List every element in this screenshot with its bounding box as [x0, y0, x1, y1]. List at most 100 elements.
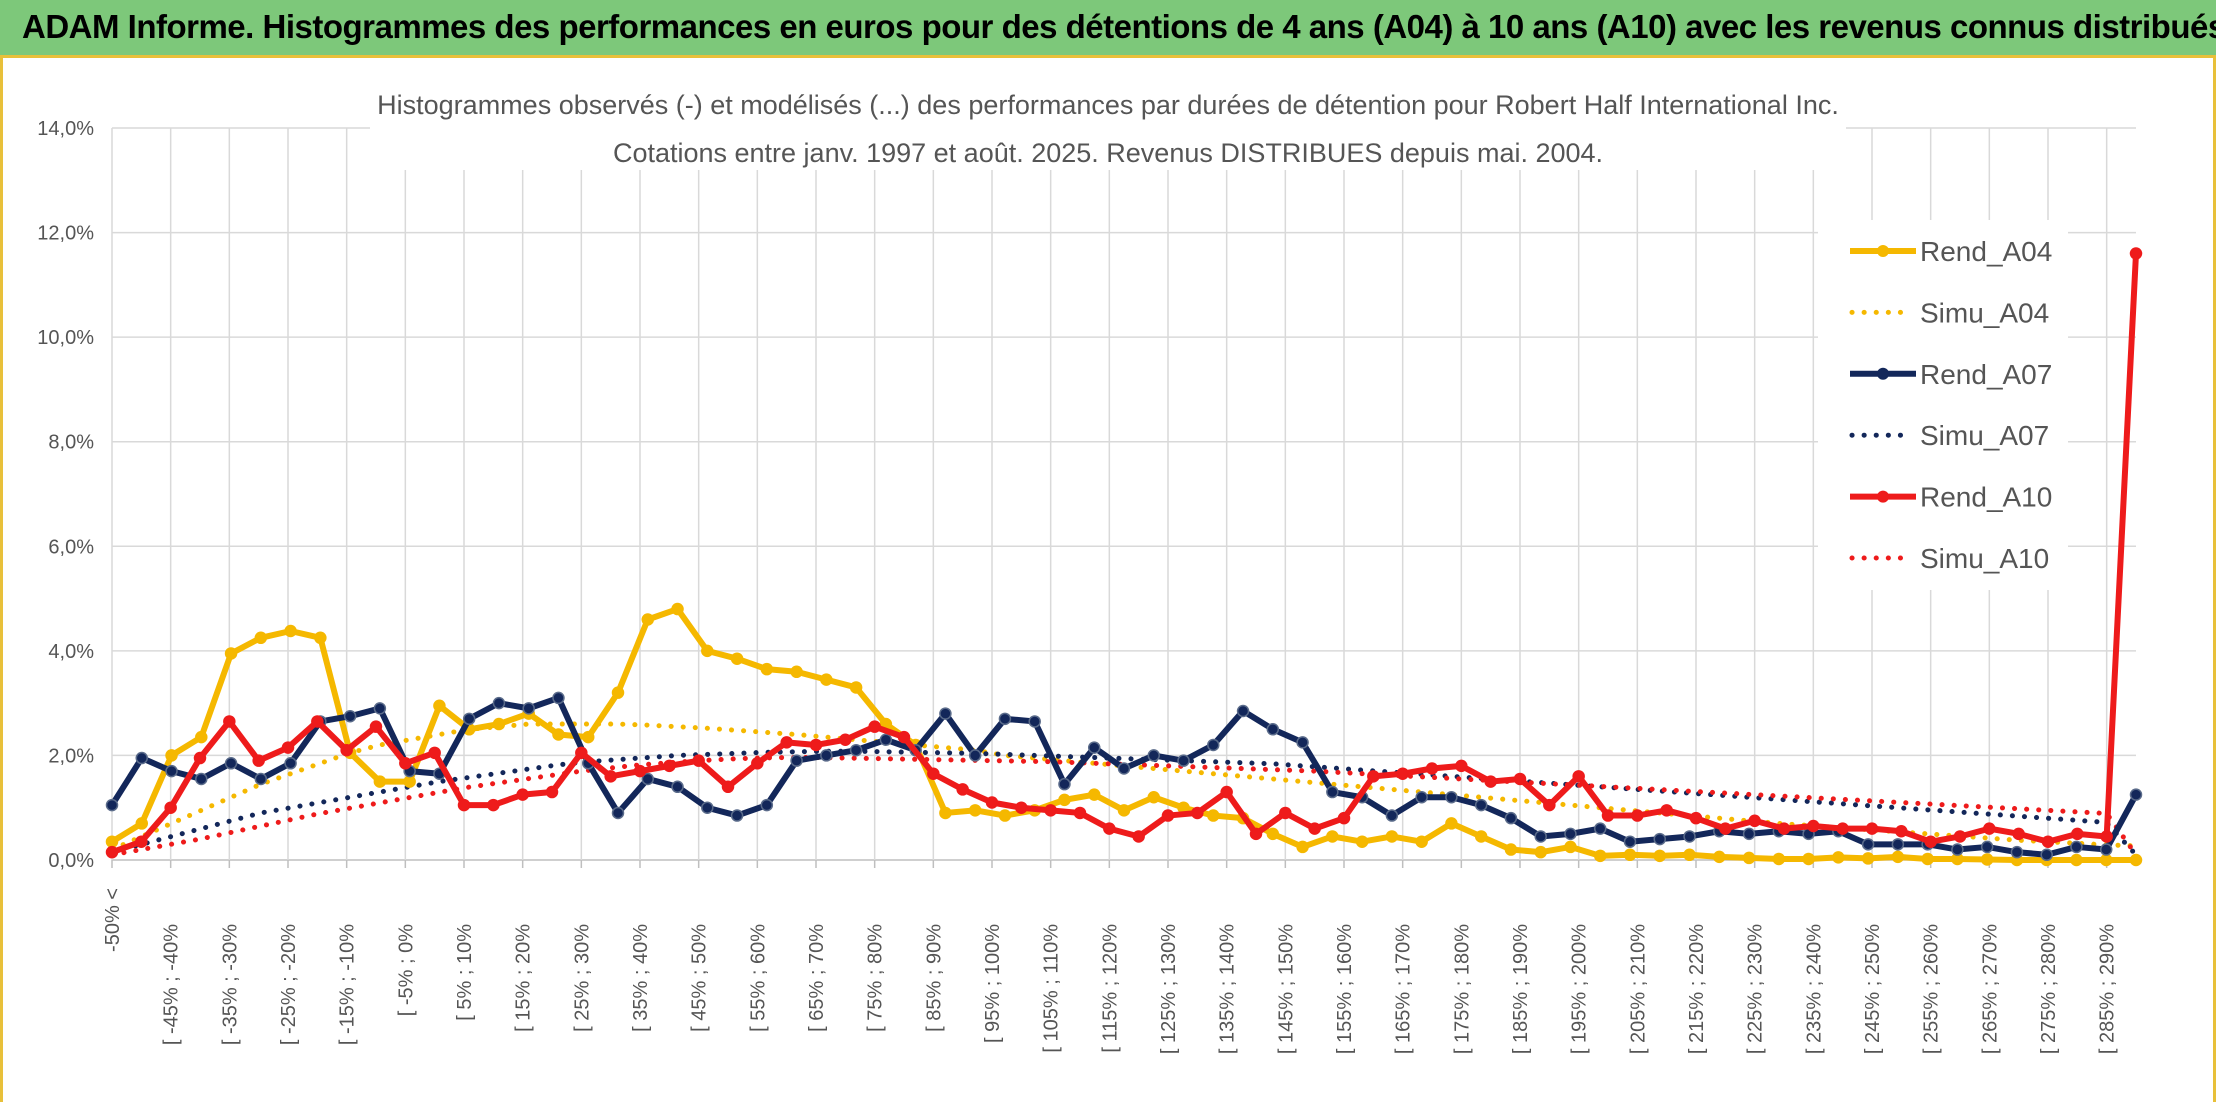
title-background [370, 84, 1846, 170]
legend-item: Simu_A10 [1849, 543, 2049, 574]
x-tick-label: [ -45% ; -40% [161, 924, 183, 1045]
data-point [2070, 853, 2083, 867]
data-point [165, 749, 178, 762]
data-point [692, 754, 705, 767]
data-point [939, 806, 952, 820]
legend-marker [1877, 367, 1889, 380]
data-point [1653, 832, 1667, 846]
data-point [751, 757, 764, 770]
data-point [545, 785, 559, 799]
data-point [1015, 801, 1028, 814]
x-tick-label: [ 95% ; 100% [982, 924, 1004, 1043]
data-point [820, 673, 833, 686]
data-point [105, 845, 119, 859]
data-point [1415, 791, 1428, 804]
x-tick-label: [ 235% ; 240% [1803, 924, 1825, 1054]
data-point [1147, 791, 1161, 804]
data-point [1534, 830, 1547, 843]
x-tick-label: [ 105% ; 110% [1041, 924, 1063, 1053]
data-point [2070, 840, 2083, 854]
data-point [839, 733, 852, 746]
x-tick-label: [ 65% ; 70% [806, 924, 828, 1032]
data-point [1103, 822, 1116, 835]
data-point [223, 715, 236, 728]
chart-series [105, 247, 2143, 867]
data-point [340, 743, 353, 757]
x-tick-label: [ 5% ; 10% [454, 924, 476, 1021]
x-tick-label: [ 265% ; 270% [1979, 924, 2001, 1054]
y-tick-label: 6,0% [48, 536, 94, 558]
x-tick-label: [ 205% ; 210% [1627, 924, 1649, 1054]
data-point [1087, 788, 1101, 801]
x-tick-label: [ 155% ; 160% [1334, 924, 1356, 1054]
x-tick-label: [ 245% ; 250% [1862, 924, 1884, 1054]
data-point [1564, 840, 1577, 854]
data-point [516, 788, 529, 801]
x-tick-label: [ -35% ; -30% [219, 924, 241, 1045]
x-tick-label: [ 135% ; 140% [1217, 924, 1239, 1054]
y-tick-label: 10,0% [37, 327, 94, 349]
data-point [1513, 772, 1527, 786]
data-point [760, 662, 774, 676]
data-point [809, 738, 823, 752]
data-point [1455, 759, 1468, 773]
data-point [135, 835, 148, 848]
y-tick-label: 12,0% [37, 223, 94, 245]
data-point [1385, 809, 1399, 822]
data-point [1631, 809, 1644, 822]
data-point [193, 751, 207, 765]
series-rend-a04 [105, 602, 2143, 867]
data-point [1980, 840, 1994, 854]
data-point [2129, 788, 2143, 801]
x-tick-label: [ 115% ; 120% [1099, 924, 1121, 1053]
y-tick-label: 8,0% [48, 432, 94, 454]
legend-label: Rend_A07 [1920, 359, 2052, 390]
data-point [1308, 822, 1321, 835]
data-point [428, 746, 441, 760]
legend-label: Simu_A07 [1920, 420, 2049, 451]
x-tick-label: [ 175% ; 180% [1451, 924, 1473, 1054]
data-point [2129, 247, 2143, 260]
data-point [633, 764, 647, 778]
data-point [998, 712, 1012, 726]
data-point [1028, 715, 1041, 728]
data-point [403, 775, 416, 788]
data-point [1445, 817, 1458, 830]
legend-label: Simu_A10 [1920, 543, 2049, 574]
data-point [1337, 811, 1351, 825]
data-point [2099, 853, 2113, 867]
data-point [135, 817, 149, 830]
data-point [2041, 835, 2055, 848]
data-point [611, 806, 625, 820]
data-point [1147, 749, 1161, 762]
data-point [492, 696, 506, 710]
data-point [254, 631, 268, 645]
data-point [1207, 738, 1220, 752]
data-point [1355, 835, 1369, 848]
legend-marker [1877, 490, 1889, 503]
data-point [1534, 845, 1547, 859]
data-point [868, 720, 881, 733]
data-point [314, 631, 327, 645]
data-point [369, 720, 383, 733]
data-point [195, 730, 208, 744]
data-point [1653, 849, 1667, 863]
data-point [1396, 767, 1409, 780]
data-point [1132, 830, 1145, 843]
x-tick-label: [ -25% ; -20% [278, 924, 300, 1045]
legend-label: Rend_A10 [1920, 482, 2052, 513]
report-title: ADAM Informe. Histogrammes des performan… [22, 8, 2216, 45]
data-point [1572, 770, 1585, 783]
data-point [552, 691, 565, 705]
series-rend-a10 [105, 247, 2143, 859]
data-point [1953, 830, 1967, 843]
data-point [1445, 791, 1458, 804]
data-point [1742, 851, 1756, 865]
x-tick-label: [ -5% ; 0% [395, 924, 417, 1016]
data-point [1683, 830, 1696, 843]
y-tick-label: 2,0% [48, 745, 94, 767]
data-point [281, 741, 295, 754]
data-point [1742, 827, 1756, 841]
data-point [224, 647, 238, 660]
data-point [2071, 827, 2084, 841]
